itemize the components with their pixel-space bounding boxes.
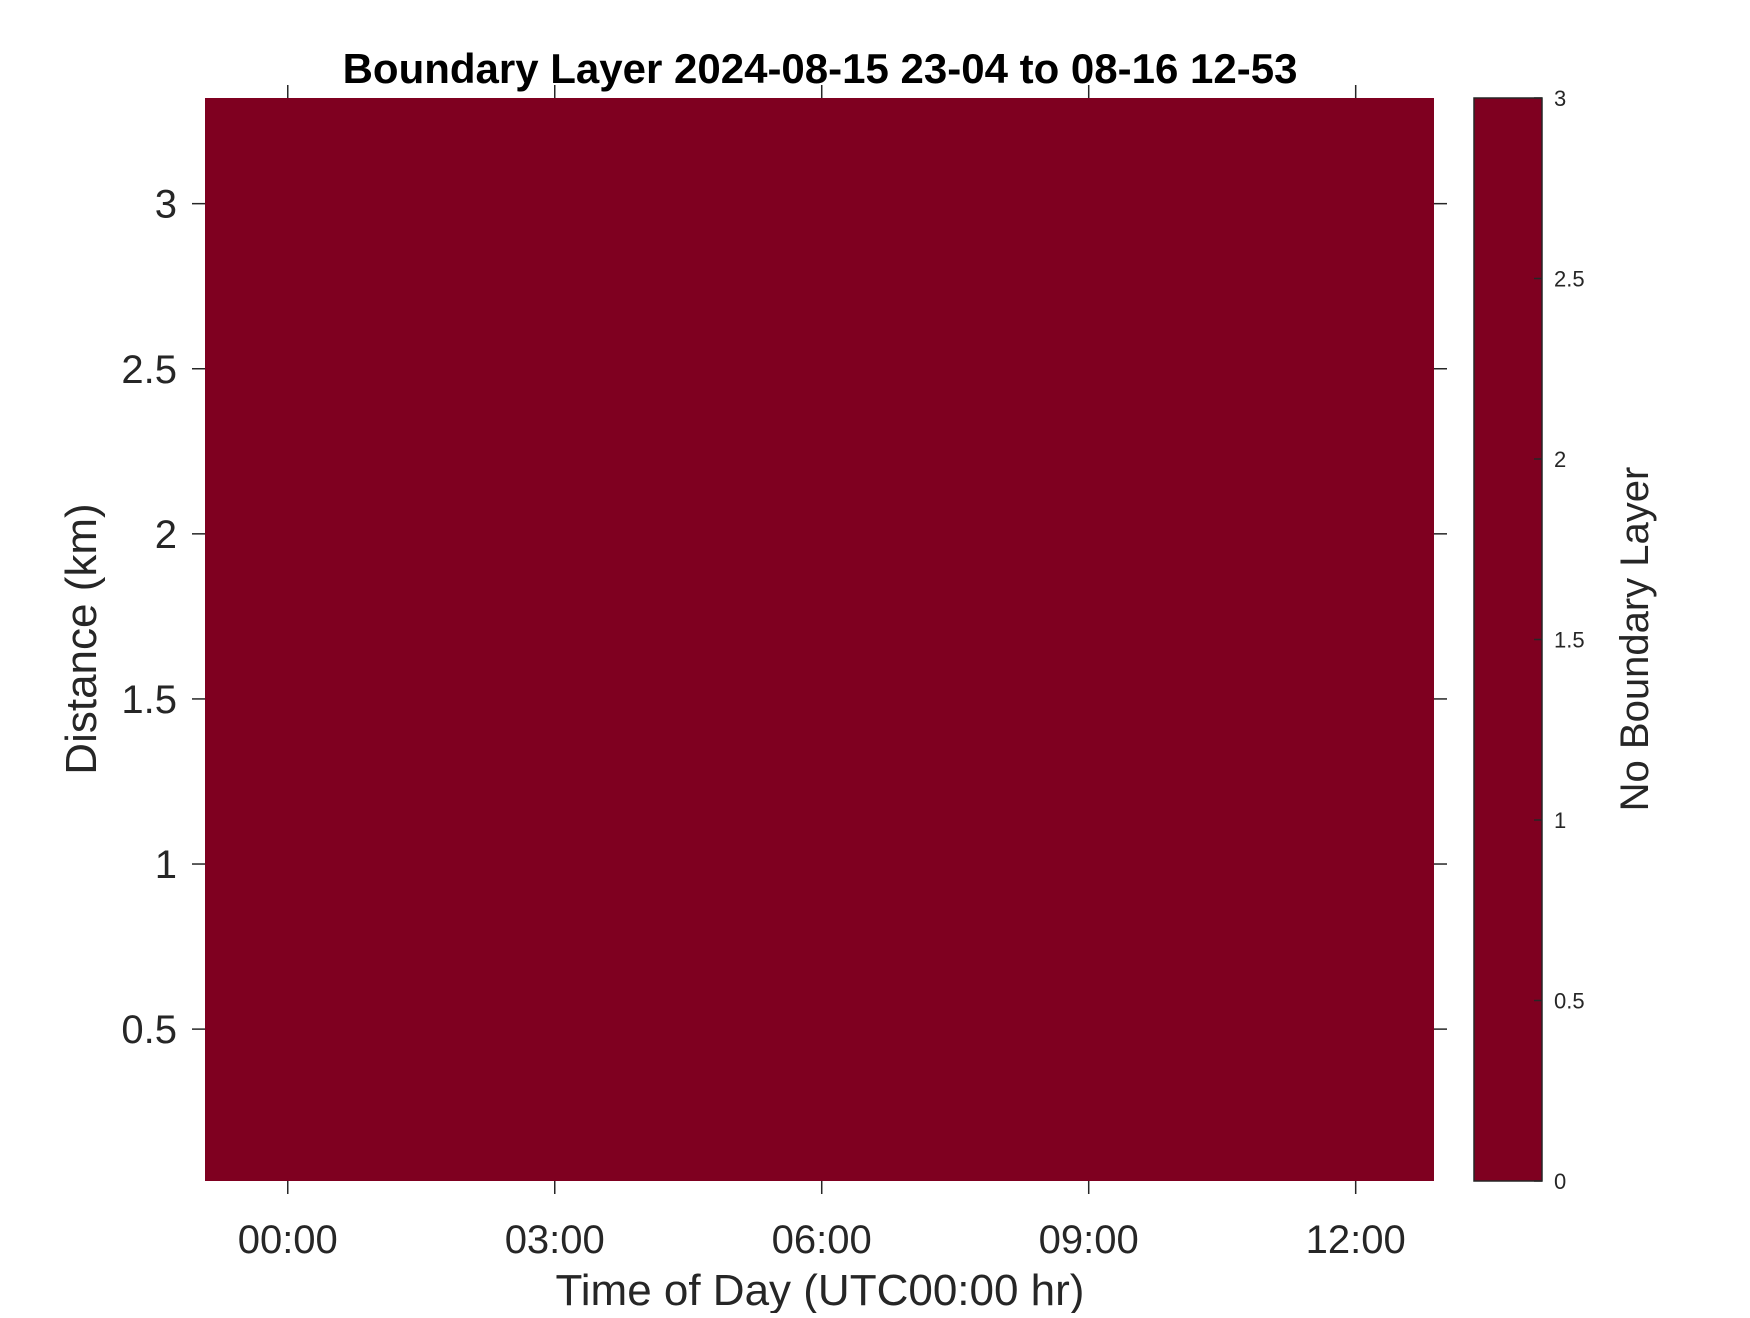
y-tick-label: 0.5 [121, 1008, 177, 1052]
colorbar-tick-label: 2 [1554, 447, 1566, 472]
colorbar-tick-label: 1.5 [1554, 628, 1585, 653]
chart-title: Boundary Layer 2024-08-15 23-04 to 08-16… [343, 45, 1298, 92]
colorbar-tick-label: 0 [1554, 1169, 1566, 1194]
colorbar [1473, 97, 1543, 1182]
colorbar-tick-label: 2.5 [1554, 267, 1585, 292]
colorbar-label: No Boundary Layer [1613, 467, 1657, 812]
y-tick-label: 2.5 [121, 348, 177, 392]
x-tick-label: 03:00 [505, 1218, 605, 1262]
colorbar-tick-label: 0.5 [1554, 989, 1585, 1014]
colorbar-tick-label: 1 [1554, 808, 1566, 833]
y-axis-ticks: 0.5 1 1.5 2 2.5 3 [121, 183, 1447, 1052]
x-axis-ticks: 00:00 03:00 06:00 09:00 12:00 [238, 85, 1406, 1262]
y-tick-label: 2 [155, 513, 177, 557]
y-tick-label: 1 [155, 843, 177, 887]
x-tick-label: 06:00 [772, 1218, 872, 1262]
x-tick-label: 09:00 [1039, 1218, 1139, 1262]
heatmap-field [205, 98, 1434, 1181]
y-axis-label: Distance (km) [57, 503, 106, 774]
colorbar-ticks: 0 0.5 1 1.5 2 2.5 3 [1534, 86, 1585, 1194]
colorbar-tick-label: 3 [1554, 86, 1566, 111]
y-tick-label: 1.5 [121, 678, 177, 722]
x-axis-label: Time of Day (UTC00:00 hr) [556, 1266, 1085, 1313]
x-tick-label: 12:00 [1306, 1218, 1406, 1262]
x-tick-label: 00:00 [238, 1218, 338, 1262]
y-tick-label: 3 [155, 183, 177, 227]
